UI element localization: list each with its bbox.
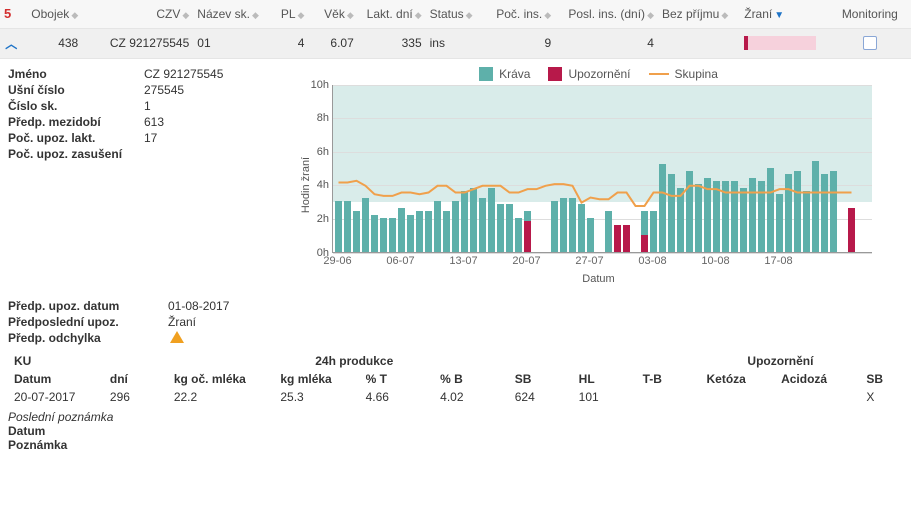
col-pb: % B [434, 370, 509, 388]
col-sb2: SB [860, 370, 903, 388]
col-pt: % T [360, 370, 435, 388]
label-predp-mezidobi: Předp. mezidobí [8, 115, 144, 129]
col-datum: Datum [8, 370, 104, 388]
sort-icon: ◆ [647, 10, 654, 20]
col-expand: 5 [0, 0, 23, 28]
value-predp-mezidobi: 613 [144, 115, 164, 129]
lower-block: Předp. upoz. datum01-08-2017 Předposledn… [8, 299, 903, 452]
sort-icon: ◆ [182, 10, 189, 20]
col-kg-oc: kg oč. mléka [168, 370, 275, 388]
label-poc-upoz-zasus: Poč. upoz. zasušení [8, 147, 144, 161]
col-posl-ins[interactable]: Posl. ins. (dní)◆ [555, 0, 658, 28]
label-datum2: Datum [8, 424, 903, 438]
legend-sw-upoz [548, 67, 562, 81]
data-table: 5 Obojek◆ CZV◆ Název sk.◆ PL◆ Věk◆ Lakt.… [0, 0, 911, 58]
warning-icon [170, 331, 184, 343]
cell-czv: CZ 921275545 [82, 28, 193, 58]
col-zrani[interactable]: Žraní▼ [740, 0, 828, 28]
legend-sw-krava [479, 67, 493, 81]
cell-bez-prijmu [658, 28, 740, 58]
chart-xlabel: Datum [294, 273, 903, 285]
col-pl[interactable]: PL◆ [269, 0, 308, 28]
chart-area: Kráva Upozornění Skupina Hodin žraní 0h2… [294, 67, 903, 285]
label-poc-upoz-lakt: Poč. upoz. lakt. [8, 131, 144, 145]
sort-icon: ◆ [298, 10, 305, 20]
sort-active-icon: ▼ [774, 10, 784, 21]
cell-poc-ins: 9 [483, 28, 555, 58]
value-odchylka [168, 331, 184, 346]
col-bez-prijmu[interactable]: Bez příjmu◆ [658, 0, 740, 28]
monitoring-checkbox[interactable] [863, 36, 877, 50]
col-kg-ml: kg mléka [274, 370, 359, 388]
value-poc-upoz-lakt: 17 [144, 131, 157, 145]
label-usni-cislo: Ušní číslo [8, 83, 144, 97]
col-lakt-dni[interactable]: Lakt. dní◆ [358, 0, 426, 28]
col-ketoza: Ketóza [701, 370, 776, 388]
row-count: 5 [4, 6, 11, 21]
cell-monitoring [829, 28, 911, 58]
col-czv[interactable]: CZV◆ [82, 0, 193, 28]
suphdr-24h: 24h produkce [274, 352, 434, 370]
legend-sw-skup [649, 73, 669, 75]
cell-lakt-dni: 335 [358, 28, 426, 58]
ku-table: KU 24h produkce Upozornění Datum dní kg … [8, 352, 903, 406]
sort-icon: ◆ [415, 10, 422, 20]
col-poc-ins[interactable]: Poč. ins.◆ [483, 0, 555, 28]
col-monitoring[interactable]: Monitoring [829, 0, 911, 28]
label-ku: KU [8, 352, 104, 370]
sort-icon: ◆ [544, 10, 551, 20]
col-tb: T-B [637, 370, 701, 388]
cell-posl-ins: 4 [555, 28, 658, 58]
label-predp-datum: Předp. upoz. datum [8, 299, 168, 313]
ku-row: 20-07-2017 296 22.2 25.3 4.66 4.02 624 1… [8, 388, 903, 406]
cell-zrani [740, 28, 828, 58]
value-cislo-sk: 1 [144, 99, 151, 113]
detail-panel: JménoCZ 921275545 Ušní číslo275545 Číslo… [0, 58, 911, 464]
chart-legend: Kráva Upozornění Skupina [294, 67, 903, 81]
value-jmeno: CZ 921275545 [144, 67, 223, 81]
col-nazev-sk[interactable]: Název sk.◆ [193, 0, 269, 28]
sort-icon: ◆ [466, 10, 473, 20]
cell-status: ins [426, 28, 484, 58]
chart-xticks: 29-0606-0713-0720-0727-0703-0810-0817-08 [332, 253, 872, 269]
col-obojek[interactable]: Obojek◆ [23, 0, 83, 28]
col-vek[interactable]: Věk◆ [308, 0, 357, 28]
label-jmeno: Jméno [8, 67, 144, 81]
value-predp-datum: 01-08-2017 [168, 299, 229, 313]
cell-obojek: 438 [23, 28, 83, 58]
cell-pl: 4 [269, 28, 308, 58]
value-predposl: Žraní [168, 315, 196, 329]
sort-icon: ◆ [721, 10, 728, 20]
chart-plot: 0h2h4h6h8h10h [332, 85, 872, 253]
label-posledni-pozn: Poslední poznámka [8, 410, 903, 424]
info-block: JménoCZ 921275545 Ušní číslo275545 Číslo… [8, 67, 294, 285]
value-usni-cislo: 275545 [144, 83, 184, 97]
collapse-toggle[interactable]: ︿ [0, 28, 23, 58]
col-sb: SB [509, 370, 573, 388]
col-dni: dní [104, 370, 168, 388]
label-cislo-sk: Číslo sk. [8, 99, 144, 113]
cell-vek: 6.07 [308, 28, 357, 58]
col-hl: HL [573, 370, 637, 388]
label-odchylka: Předp. odchylka [8, 331, 168, 346]
sort-icon: ◆ [252, 10, 259, 20]
sort-icon: ◆ [71, 10, 78, 20]
col-status[interactable]: Status◆ [426, 0, 484, 28]
label-predposl: Předposlední upoz. [8, 315, 168, 329]
suphdr-upoz: Upozornění [701, 352, 861, 370]
sparkline-zrani [744, 36, 816, 50]
sort-icon: ◆ [347, 10, 354, 20]
cell-nazev-sk: 01 [193, 28, 269, 58]
col-acidoza: Acidozá [775, 370, 860, 388]
table-row[interactable]: ︿ 438 CZ 921275545 01 4 6.07 335 ins 9 4 [0, 28, 911, 58]
label-poznamka: Poznámka [8, 438, 903, 452]
